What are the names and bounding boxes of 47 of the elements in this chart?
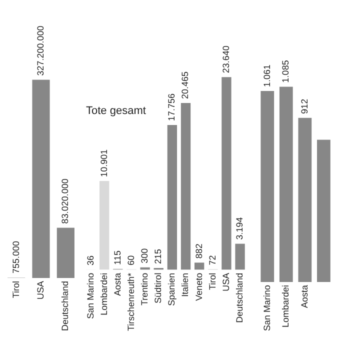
data-label: 60 <box>126 255 136 266</box>
bar <box>222 77 232 270</box>
data-label: 327.200.000 <box>35 26 46 76</box>
data-label: 36 <box>85 256 96 266</box>
data-label: 17.756 <box>166 94 177 122</box>
data-label: 1.061 <box>262 64 272 88</box>
bar <box>260 91 274 282</box>
data-label: 10.901 <box>98 149 109 177</box>
data-label: 20.465 <box>180 71 190 99</box>
bar <box>235 244 245 270</box>
x-tick-label: Tirschenreuth* <box>126 272 136 332</box>
data-label: 912 <box>299 98 310 114</box>
x-tick-label: Deutschland <box>234 272 245 323</box>
bar <box>298 118 312 282</box>
data-label: 215 <box>153 249 164 264</box>
data-label: 72 <box>207 255 218 266</box>
x-tick-label: Veneto <box>194 272 204 301</box>
bar <box>180 102 191 270</box>
x-tick-label: Südtirol <box>153 272 164 304</box>
x-tick-label: USA <box>220 272 231 292</box>
x-tick-label: Lombardei <box>280 284 291 328</box>
x-tick-label: Trentino <box>140 272 150 306</box>
x-tick-label: Spanien <box>166 272 177 306</box>
x-tick-label: Lombardei <box>98 272 109 316</box>
data-label: 755.000 <box>10 240 21 274</box>
data-label: 300 <box>140 248 150 264</box>
bar <box>167 125 178 270</box>
x-tick-label: San Marino <box>85 272 96 319</box>
data-label: 115 <box>112 250 122 265</box>
x-tick-label: Aosta <box>112 272 122 296</box>
x-tick-label: Deutschland <box>60 280 70 332</box>
bar <box>194 262 204 270</box>
bar <box>317 140 330 282</box>
x-tick-label: Italien <box>180 272 190 297</box>
x-tick-label: San Marino <box>262 284 272 332</box>
bar <box>100 180 110 270</box>
data-label: 23.640 <box>220 46 231 74</box>
data-label: 3.194 <box>234 217 245 240</box>
data-label: 83.020.000 <box>60 178 70 224</box>
data-label: 882 <box>194 244 204 259</box>
x-tick-label: Tirol <box>207 272 218 290</box>
x-tick-label: USA <box>35 280 46 300</box>
bar <box>279 86 293 282</box>
x-tick-label: Aosta <box>299 284 310 308</box>
x-tick-label: Tirol <box>10 280 21 298</box>
data-label: 1.085 <box>280 60 291 83</box>
text: Tote gesamt <box>86 104 146 117</box>
